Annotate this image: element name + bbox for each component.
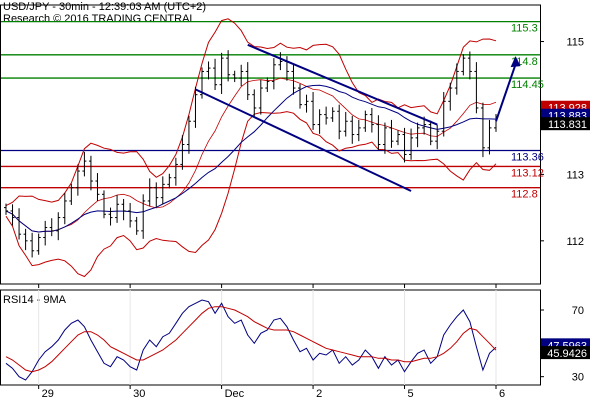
x-tick-label: 30 (133, 388, 145, 400)
price-panel-frame (0, 4, 541, 285)
level-label: 112.8 (511, 189, 538, 201)
price-tag-bg (541, 117, 590, 131)
rsi-tag-bg (541, 346, 590, 360)
price-tag-label: 113.831 (548, 119, 587, 131)
level-label: 115.3 (511, 23, 538, 35)
price-y-tick-label: 112 (566, 236, 584, 248)
price-y-tick-label: 115 (566, 37, 584, 49)
x-tick-label: 2 (316, 388, 322, 400)
forecast-arrow-shaft (495, 63, 517, 122)
channel-lower-line (195, 88, 412, 192)
x-tick-label: 5 (408, 388, 414, 400)
rsi-panel-frame (0, 289, 541, 386)
rsi-y-tick-label: 70 (572, 305, 584, 317)
forecast-arrow-head (510, 56, 521, 68)
channel-upper-line (247, 43, 438, 126)
x-tick-label: 29 (42, 388, 54, 400)
candle-group (4, 50, 498, 258)
chart-header-title: USD/JPY - 30min - 12:39:03 AM (UTC+2) (3, 1, 207, 13)
bollinger-lower-band (5, 111, 497, 278)
price-y-tick-label: 113 (566, 169, 584, 181)
level-label: 113.36 (511, 151, 544, 163)
level-label: 113.12 (511, 167, 544, 179)
rsi-y-tick-label: 30 (572, 372, 584, 384)
bollinger-middle-band (5, 77, 497, 233)
level-label: 114.45 (511, 79, 544, 91)
rsi-tag-label: 45.9426 (547, 348, 587, 360)
moving-average-line (5, 84, 497, 233)
rsi-panel-title: RSI14 - 9MA (3, 294, 66, 306)
rsi-series-rsi (5, 299, 497, 381)
x-tick-label: 6 (499, 388, 505, 400)
rsi-series-ma (5, 306, 497, 373)
bollinger-upper-band (5, 18, 497, 207)
x-tick-label: Dec (225, 388, 245, 400)
